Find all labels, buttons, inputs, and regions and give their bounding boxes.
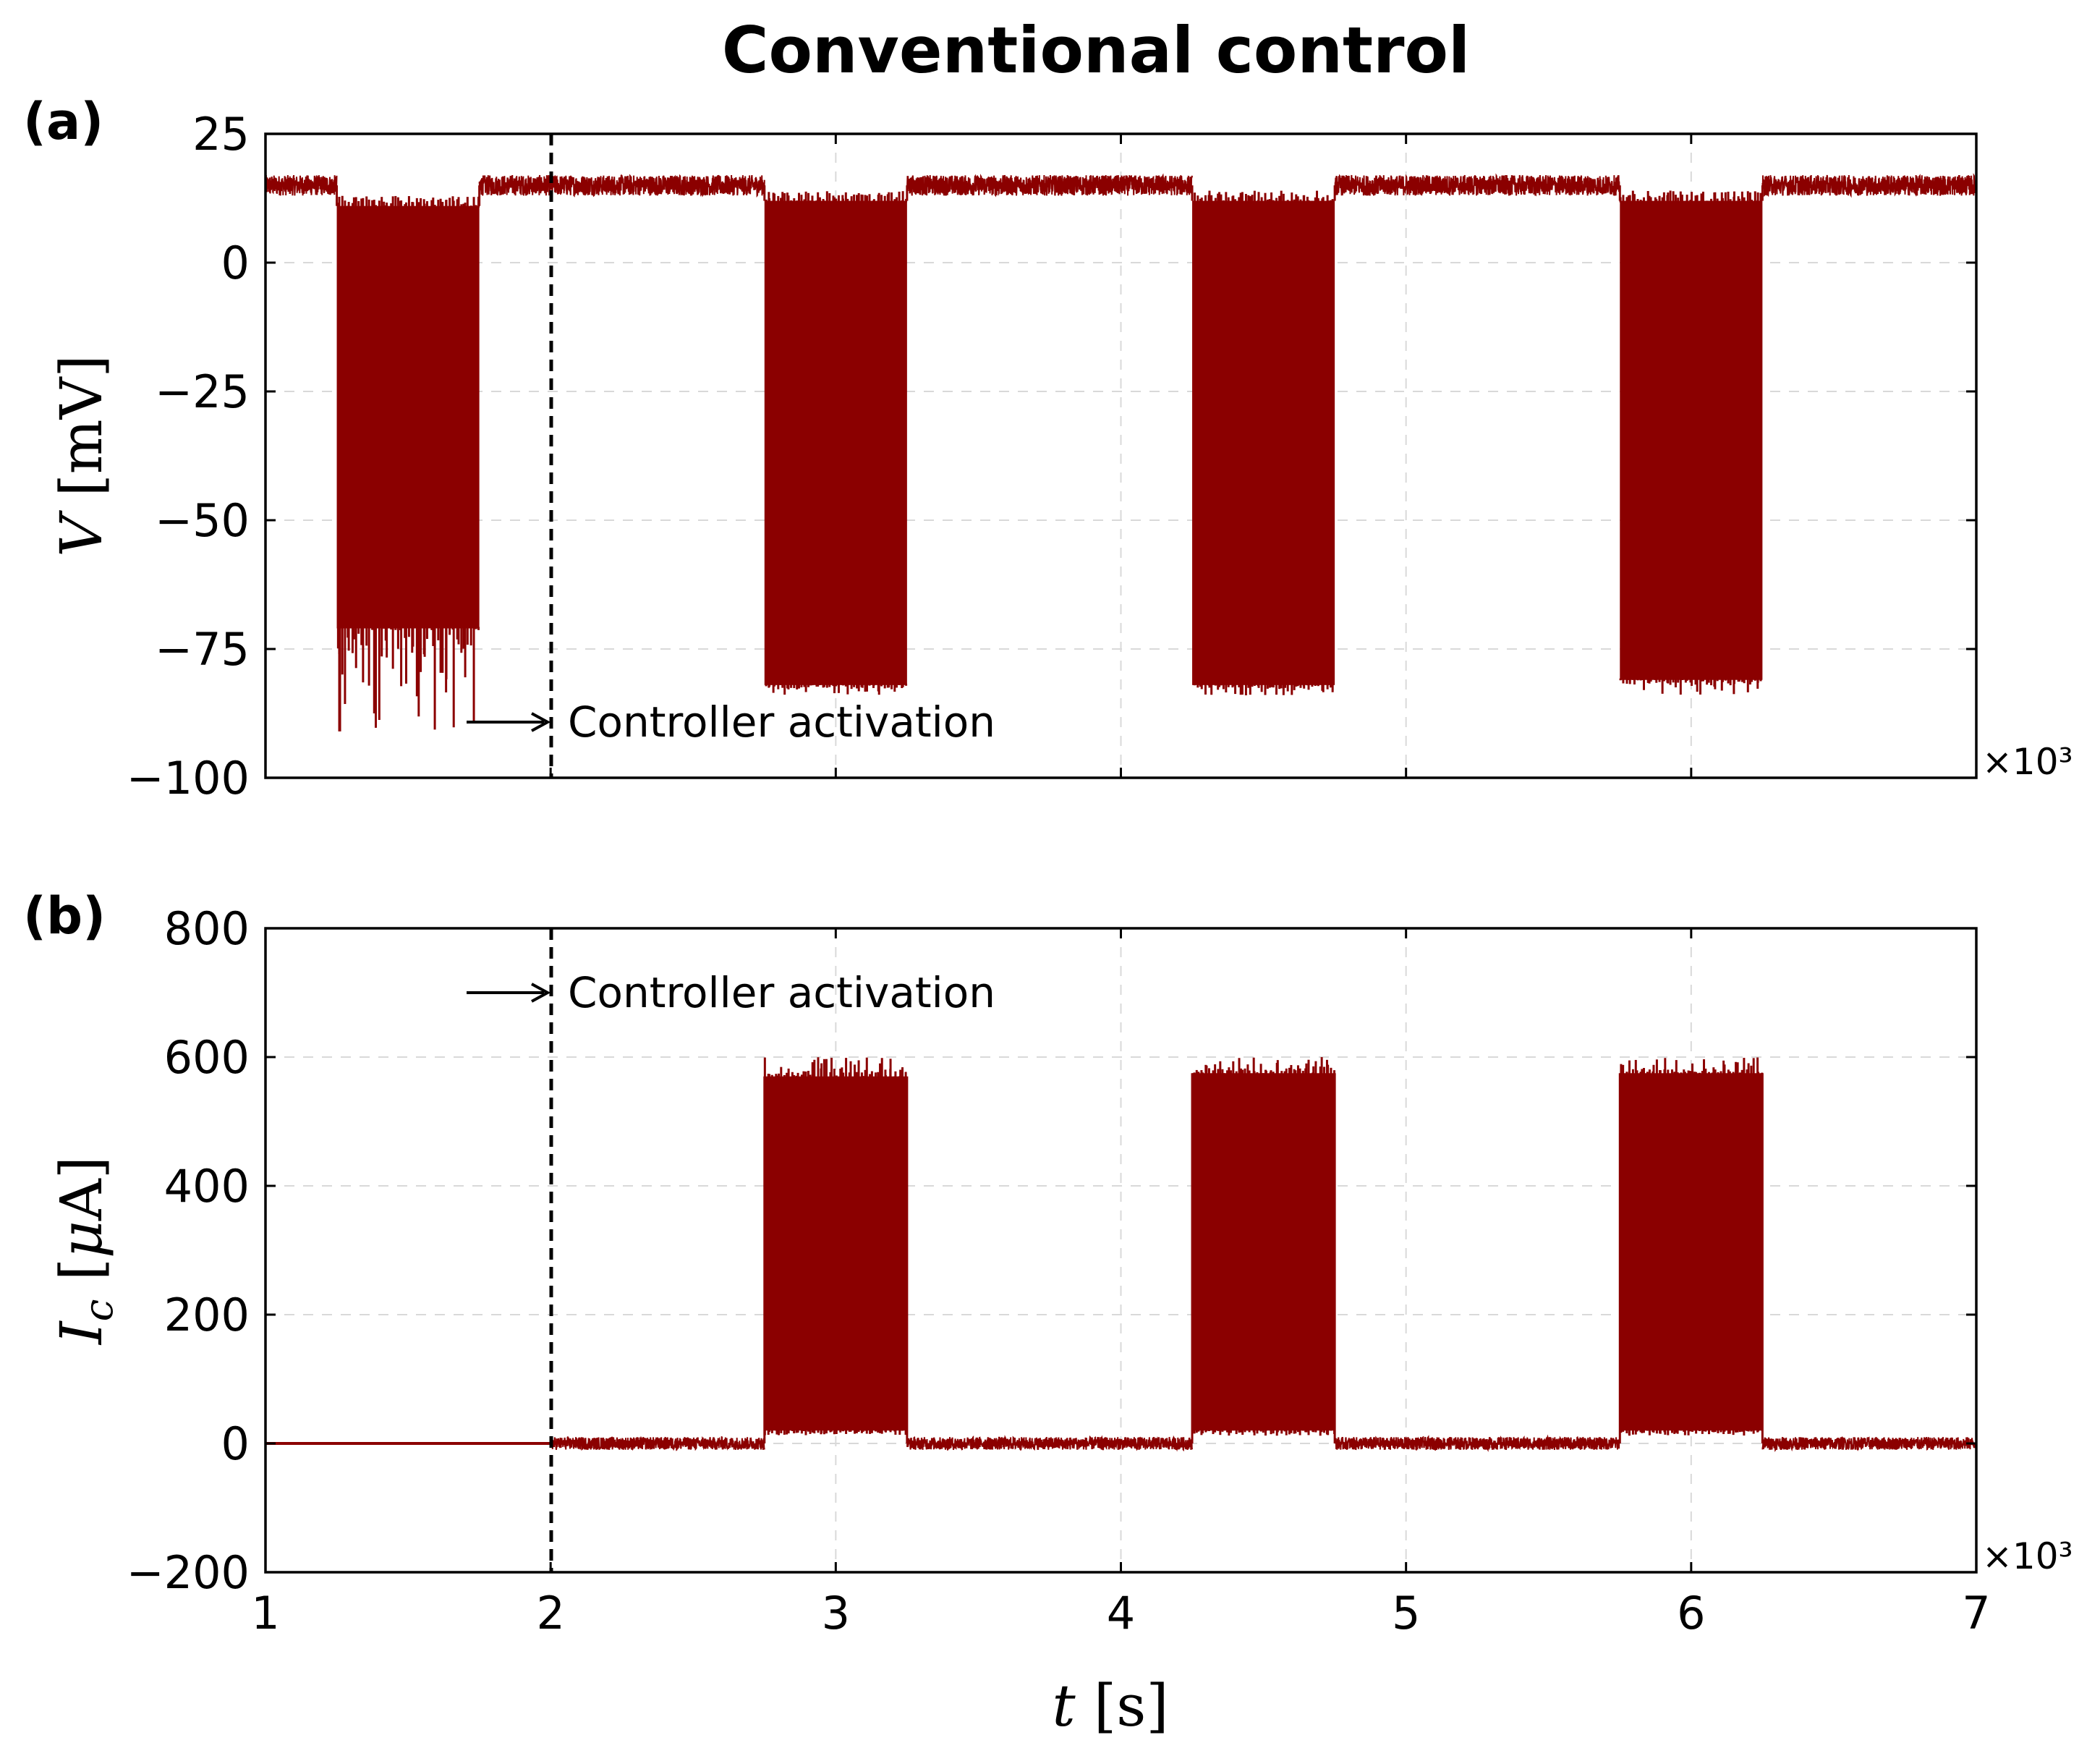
- series-baseline-segment: [550, 1435, 765, 1451]
- series-baseline-segment: [1761, 173, 1977, 198]
- y-tick-label: 0: [221, 1417, 250, 1470]
- panel-a-y-ticks: −100 −75 −50 −25 0 25: [127, 108, 1976, 805]
- panel-b: (b) −200 0 200 400 600 800 1 2 3 4 5 6 7 Controller…: [23, 886, 2073, 1640]
- panel-a-series: [265, 173, 1977, 731]
- series-burst-block: [336, 205, 480, 629]
- panel-b-y-ticks: −200 0 200 400 600 800: [127, 902, 1976, 1599]
- panel-b-activation-arrow: [467, 983, 551, 1003]
- y-tick-label: 600: [164, 1031, 250, 1084]
- series-baseline-segment: [1761, 1435, 1977, 1453]
- y-tick-label: 800: [164, 902, 250, 955]
- series-burst-block: [1620, 1073, 1763, 1431]
- series-baseline-segment: [906, 173, 1193, 198]
- panel-b-series: [265, 1057, 1977, 1453]
- panel-b-frame: [264, 927, 1978, 1574]
- series-baseline-segment: [1334, 173, 1621, 197]
- panel-a-frame: [264, 132, 1978, 779]
- series-burst-block: [764, 200, 907, 685]
- y-tick-label: 25: [192, 108, 250, 161]
- x-tick-label: 6: [1677, 1587, 1705, 1640]
- x-tick-label: 7: [1962, 1587, 1990, 1640]
- x-axis-label: t [s]: [1052, 1672, 1168, 1739]
- y-tick-label: −200: [127, 1546, 250, 1599]
- series-burst-block: [1192, 1073, 1335, 1431]
- y-tick-label: −100: [127, 752, 250, 805]
- series-baseline-segment: [478, 174, 765, 198]
- x-tick-label: 2: [536, 1587, 564, 1640]
- figure-title: Conventional control: [722, 13, 1470, 88]
- series-burst-block: [1620, 200, 1763, 680]
- y-tick-label: −75: [155, 623, 250, 676]
- x-tick-label: 5: [1392, 1587, 1420, 1640]
- panel-b-label: (b): [23, 886, 106, 946]
- series-baseline-segment: [1334, 1434, 1621, 1452]
- panel-a: (a) −100 −75 −50 −25 0 25 Controller activati…: [23, 92, 2073, 805]
- y-tick-label: 400: [164, 1160, 250, 1213]
- x-tick-label: 1: [251, 1587, 279, 1640]
- panel-a-activation-arrow: [467, 712, 551, 732]
- panel-a-annotation: Controller activation: [568, 697, 995, 747]
- panel-a-label: (a): [23, 92, 103, 151]
- y-tick-label: 200: [164, 1289, 250, 1341]
- panel-b-x-multiplier: ×10³: [1982, 1535, 2073, 1577]
- series-baseline-segment: [906, 1435, 1193, 1452]
- series-baseline-segment: [265, 174, 338, 196]
- x-tick-label: 3: [822, 1587, 850, 1640]
- panel-b-y-label: Ic [μA]: [48, 1156, 122, 1346]
- y-tick-label: 0: [221, 237, 250, 289]
- panel-b-annotation: Controller activation: [568, 968, 995, 1017]
- x-tick-label: 4: [1107, 1587, 1135, 1640]
- panel-a-y-label: V [mV]: [48, 355, 115, 556]
- series-burst-block: [764, 1076, 907, 1431]
- series-burst-block: [1192, 200, 1335, 685]
- y-tick-label: −25: [155, 365, 250, 418]
- panel-b-x-ticks: 1 2 3 4 5 6 7: [251, 928, 1991, 1640]
- y-tick-label: −50: [155, 494, 250, 547]
- panel-a-x-multiplier: ×10³: [1982, 741, 2073, 783]
